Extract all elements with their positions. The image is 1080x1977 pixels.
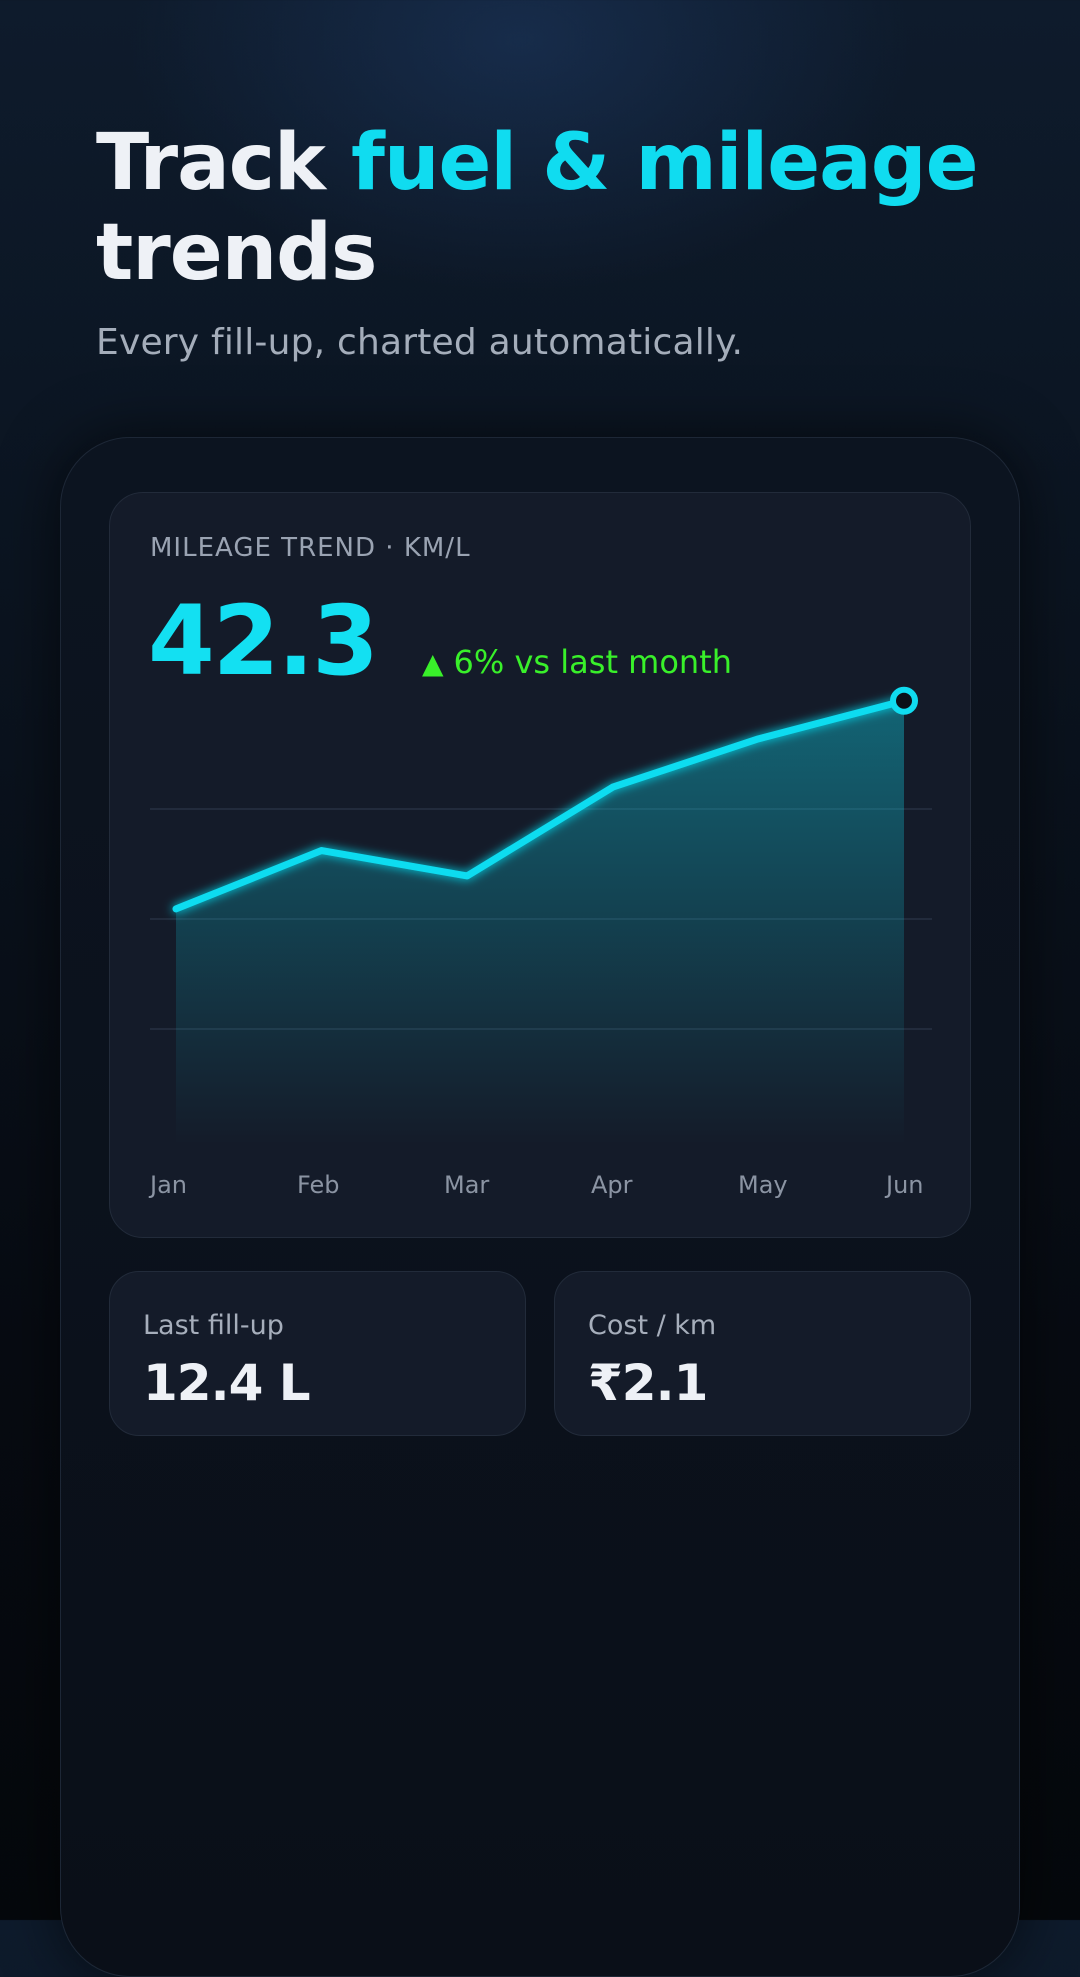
x-tick-label: Jan bbox=[148, 1171, 187, 1199]
x-tick-label: Apr bbox=[591, 1171, 633, 1199]
up-triangle-icon: ▲ bbox=[422, 647, 444, 680]
mileage-area bbox=[176, 700, 904, 1145]
headline: Track fuel & mileage trends bbox=[96, 118, 1016, 298]
mileage-trend-card: MILEAGE TREND · KM/L 42.3 ▲ 6% vs last mo… bbox=[109, 492, 971, 1238]
mileage-line bbox=[172, 697, 908, 913]
cost-per-km-label: Cost / km bbox=[588, 1310, 717, 1341]
headline-part1: Track bbox=[96, 118, 352, 208]
cost-per-km-card: Cost / km ₹2.1 bbox=[554, 1271, 971, 1436]
last-fillup-card: Last fill-up 12.4 L bbox=[109, 1271, 526, 1436]
last-fillup-value: 12.4 L bbox=[143, 1354, 311, 1412]
subtitle: Every fill-up, charted automatically. bbox=[96, 322, 744, 363]
x-tick-label: Jun bbox=[884, 1171, 924, 1199]
mileage-delta-text: 6% vs last month bbox=[453, 643, 733, 681]
x-tick-label: May bbox=[738, 1171, 788, 1199]
cost-per-km-value: ₹2.1 bbox=[588, 1354, 708, 1412]
headline-part2: trends bbox=[96, 208, 377, 298]
mileage-point-latest bbox=[890, 686, 918, 715]
mileage-delta: ▲ 6% vs last month bbox=[422, 643, 732, 681]
x-tick-label: Feb bbox=[297, 1171, 340, 1199]
mileage-chart: Jan Feb Mar Apr May Jun bbox=[148, 686, 932, 1199]
headline-accent: fuel & mileage bbox=[351, 118, 978, 208]
mileage-value: 42.3 bbox=[148, 585, 379, 697]
last-fillup-label: Last fill-up bbox=[143, 1310, 284, 1341]
x-tick-label: Mar bbox=[444, 1171, 489, 1199]
mileage-trend-label: MILEAGE TREND · KM/L bbox=[150, 533, 471, 563]
